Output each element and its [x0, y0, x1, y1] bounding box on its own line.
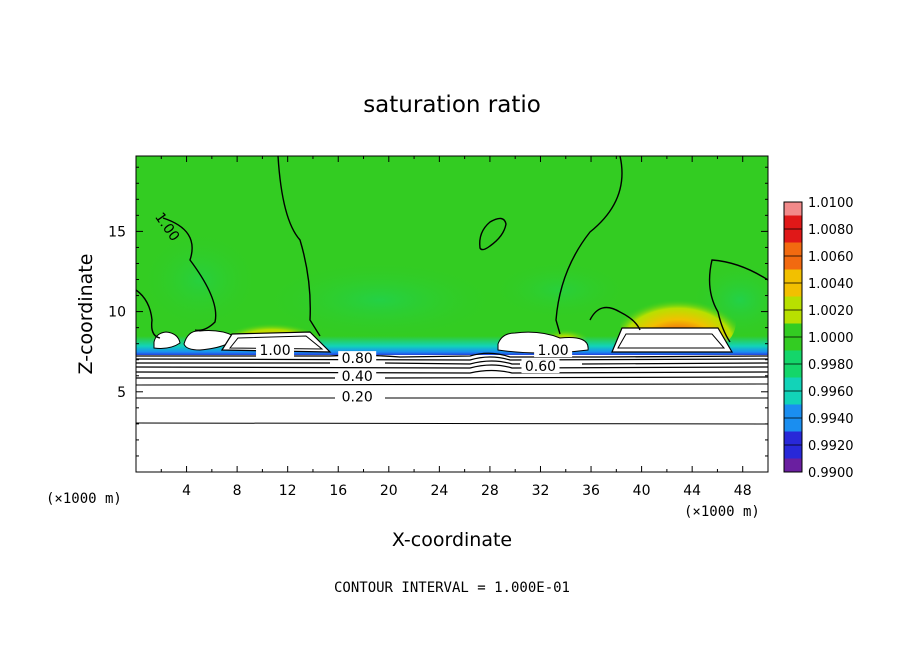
- contour-label: 0.20: [342, 390, 373, 406]
- colorbar-swatch: [784, 458, 802, 472]
- colorbar-swatch: [784, 215, 802, 229]
- contour-label-bg: [256, 343, 295, 358]
- contour-labels: 1.001.000.800.400.201.000.60: [151, 210, 573, 406]
- x-unit-label-left: (×1000 m): [46, 491, 122, 507]
- field-patch: [140, 230, 260, 330]
- colorbar-swatch: [784, 310, 802, 324]
- x-tick-label: 40: [633, 483, 651, 499]
- contour-label: 0.40: [342, 369, 373, 385]
- chart-title: saturation ratio: [363, 92, 541, 118]
- colorbar-swatch: [784, 364, 802, 378]
- field-dry: [136, 355, 768, 472]
- contour-label-bg: [521, 359, 560, 374]
- plot-frame: [135, 155, 769, 473]
- colorbar-swatch: [784, 256, 802, 270]
- x-tick-label: 28: [481, 483, 499, 499]
- colorbar-swatch: [784, 445, 802, 459]
- contour-line: [136, 289, 161, 339]
- x-tick-label: 36: [582, 483, 600, 499]
- contour-line: [136, 369, 768, 374]
- contour-line: [277, 156, 321, 337]
- cloud-region: [153, 331, 181, 349]
- colorbar-swatch: [784, 337, 802, 351]
- contour-line: [708, 259, 768, 343]
- y-tick-label: 10: [108, 305, 126, 321]
- contour-line: [136, 356, 768, 361]
- x-tick-label: 44: [683, 483, 701, 499]
- colorbar-swatch: [784, 242, 802, 256]
- contour-line: [589, 306, 641, 331]
- colorbar-swatch: [784, 350, 802, 364]
- colorbar-label: 1.0040: [808, 277, 854, 292]
- x-tick-label: 8: [233, 483, 242, 499]
- contour-label: 1.00: [538, 343, 569, 359]
- contour-line: [479, 217, 507, 251]
- contour-line: [162, 217, 217, 332]
- field-patch: [490, 260, 630, 320]
- colorbar-swatch: [784, 202, 802, 216]
- colorbar-swatch: [784, 323, 802, 337]
- x-tick-label: 32: [532, 483, 550, 499]
- colorbar-swatch: [784, 431, 802, 445]
- cloud-region: [617, 333, 726, 349]
- x-tick-label: 20: [380, 483, 398, 499]
- colorbar-label: 0.9900: [808, 466, 854, 481]
- colorbar-label: 1.0060: [808, 250, 854, 265]
- colorbar-label: 0.9940: [808, 412, 854, 427]
- colorbar-label: 1.0000: [808, 331, 854, 346]
- contour-label-bg: [338, 351, 377, 366]
- x-unit-label-right: (×1000 m): [684, 504, 760, 520]
- contour-line: [136, 364, 768, 369]
- contour-label: 0.60: [525, 359, 556, 375]
- contour-label: 1.00: [259, 343, 290, 359]
- colorbar-label: 1.0080: [808, 223, 854, 238]
- y-axis: 5 10 15: [108, 166, 768, 457]
- contour-label-bg: [338, 368, 377, 383]
- x-tick-label: 48: [734, 483, 752, 499]
- x-tick-label: 16: [329, 483, 347, 499]
- x-axis-label: X-coordinate: [392, 529, 512, 551]
- colorbar-swatch: [784, 283, 802, 297]
- colorbar-label: 1.0100: [808, 196, 854, 211]
- colorbar-swatch: [784, 391, 802, 405]
- colorbar-label: 0.9920: [808, 439, 854, 454]
- y-tick-label: 15: [108, 224, 126, 240]
- contour-interval-note: CONTOUR INTERVAL = 1.000E-01: [334, 580, 570, 596]
- colorbar-label: 1.0020: [808, 304, 854, 319]
- colorbar: 1.0100 1.0080 1.0060 1.0040 1.0020 1.0000 0.99…: [783, 196, 854, 481]
- colorbar-swatch: [784, 418, 802, 432]
- contour-label: 0.80: [342, 351, 373, 367]
- colorbar-swatch: [784, 296, 802, 310]
- x-tick-label: 24: [430, 483, 448, 499]
- colorbar-swatch: [784, 404, 802, 418]
- colorbar-label: 0.9980: [808, 358, 854, 373]
- x-axis: 4 8 12 16 20 24 28 32 36 40 44 48: [160, 156, 752, 499]
- field-patch: [260, 260, 500, 340]
- x-tick-label: 4: [182, 483, 191, 499]
- colorbar-label: 0.9960: [808, 385, 854, 400]
- contour-line: [136, 383, 768, 386]
- colorbar-swatch: [784, 229, 802, 243]
- x-tick-label: 12: [279, 483, 297, 499]
- colorbar-swatch: [784, 269, 802, 283]
- contour-label-bg: [338, 389, 377, 404]
- y-tick-label: 5: [117, 385, 126, 401]
- colorbar-swatch: [784, 377, 802, 391]
- plot-area: [136, 156, 768, 472]
- contour-line: [136, 360, 768, 365]
- contour-line: [136, 422, 768, 425]
- y-axis-label: Z-coordinate: [75, 254, 97, 375]
- contour-line: [555, 156, 623, 335]
- contour-label-bg: [534, 343, 573, 358]
- contour-line: [136, 376, 768, 379]
